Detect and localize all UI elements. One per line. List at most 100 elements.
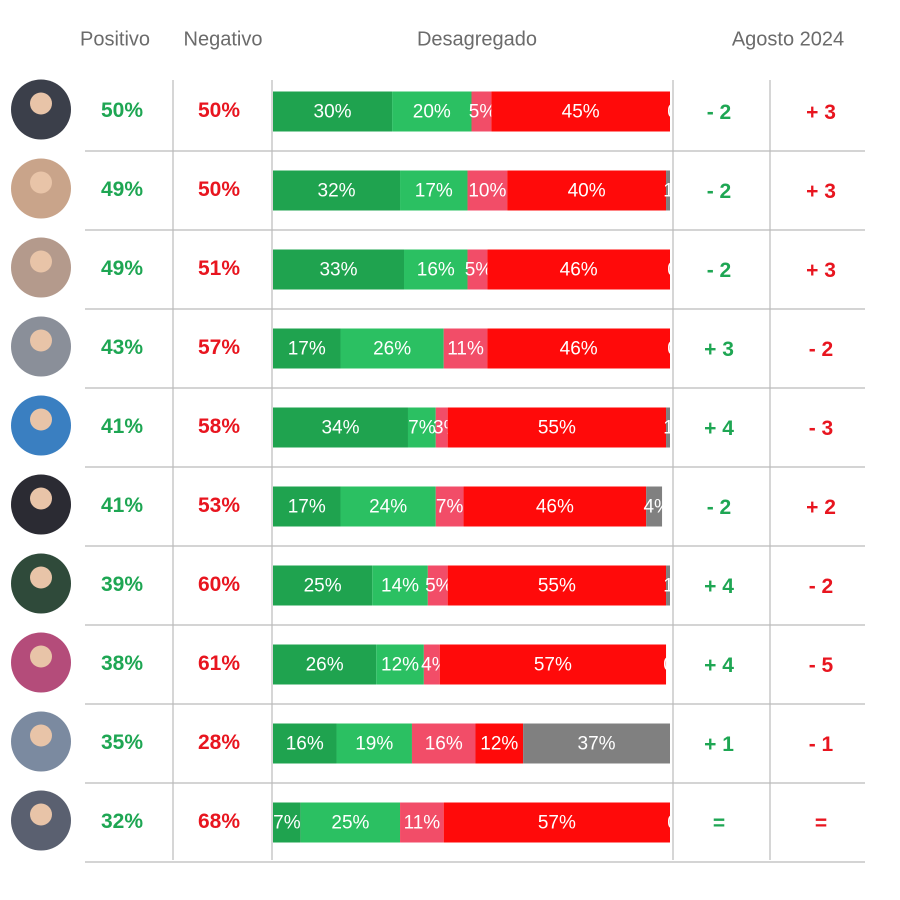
segment-label: 32% [318,181,356,202]
stacked-bar: 17% 26% 11% 46% 0% [273,328,670,369]
header-breakdown: Desagregado [417,28,537,50]
segment-label: 19% [355,734,393,755]
segment-label: 46% [536,497,574,518]
bar-segment [273,723,337,764]
segment-label: 1% [663,576,691,597]
bar-segment [423,644,440,685]
positive-value: 49% [101,257,143,280]
bar-segment [467,170,508,211]
positive-change: + 4 [704,417,734,440]
stacked-bar: 34% 7%3% 55% 1% [273,407,691,448]
header-negative: Negativo [184,28,263,50]
bar-segment [666,565,670,606]
segment-label: 37% [578,734,616,755]
bar-segment [392,91,472,132]
segment-label: 46% [560,339,598,360]
segment-label: 12% [480,734,518,755]
avatar-face [30,566,52,589]
bar-segment [646,486,663,527]
segment-label: 4% [643,497,671,518]
bar-segment [491,91,670,132]
segment-label: 5% [425,576,453,597]
positive-value: 49% [101,178,143,201]
bar-segment [447,565,667,606]
header-period: Agosto 2024 [732,28,844,50]
bar-segment [273,249,405,290]
negative-change: + 2 [806,496,836,519]
negative-change: + 3 [806,101,836,124]
bar-segment [273,91,393,132]
bar-segment [475,723,524,764]
segment-label: 0% [667,102,695,123]
negative-value: 57% [198,336,240,359]
bar-segment [435,407,448,448]
segment-label: 33% [319,260,357,281]
bar-segment [400,802,444,843]
positive-change: = [713,812,725,835]
negative-value: 50% [198,99,240,122]
segment-label: 11% [404,813,441,834]
bar-segment [471,91,492,132]
bar-segment [273,407,408,448]
positive-value: 50% [101,99,143,122]
bar-segment [443,802,670,843]
negative-value: 50% [198,178,240,201]
negative-change: - 2 [809,575,834,598]
segment-label: 45% [562,102,600,123]
avatar-face [30,329,52,352]
negative-change: = [815,812,827,835]
bar-segment [273,565,373,606]
positive-value: 41% [101,494,143,517]
positive-change: + 3 [704,338,734,361]
segment-label: 17% [415,181,453,202]
negative-change: + 3 [806,259,836,282]
grid [172,80,771,860]
stacked-bar: 26% 12% 4% 57% 0% [273,644,670,685]
segment-label: 57% [534,655,572,676]
avatar-face [30,724,52,747]
negative-value: 68% [198,810,240,833]
stacked-bar: 25% 14% 5% 55% 1% [273,565,691,606]
avatar-face [30,487,52,510]
segment-label: 16% [425,734,463,755]
bar-segment [340,328,444,369]
segment-label: 5% [465,260,493,281]
segment-label: 16% [286,734,324,755]
bar-segment [435,486,464,527]
bar-segment [273,170,401,211]
bar-segment [273,802,301,843]
stacked-bar: 7% 25% 11% 57% 0% [273,802,670,843]
bar-segment [443,328,488,369]
segment-label: 25% [304,576,342,597]
positive-change: + 4 [704,575,734,598]
bar-segment [666,170,670,211]
segment-label: 55% [538,576,576,597]
negative-change: - 3 [809,417,834,440]
segment-label: 14% [381,576,419,597]
segment-label: 17% [288,497,326,518]
segment-label: 17% [288,339,326,360]
avatar-face [30,408,52,431]
negative-value: 28% [198,731,240,754]
segment-label: 34% [321,418,359,439]
segment-label: 10% [468,181,506,202]
positive-change: - 2 [707,496,732,519]
positive-value: 32% [101,810,143,833]
negative-change: - 5 [809,654,834,677]
bar-segment [404,249,468,290]
bar-segment [407,407,436,448]
segment-label: 30% [314,102,352,123]
avatar-face [30,92,52,115]
segment-label: 40% [568,181,606,202]
segment-label: 1% [663,418,691,439]
positive-value: 39% [101,573,143,596]
positive-value: 38% [101,652,143,675]
positive-change: + 1 [704,733,734,756]
bar-segment [507,170,667,211]
bar-segment [372,565,428,606]
segment-label: 46% [560,260,598,281]
segment-label: 5% [469,102,497,123]
segment-label: 11% [447,339,484,360]
segment-label: 57% [538,813,576,834]
